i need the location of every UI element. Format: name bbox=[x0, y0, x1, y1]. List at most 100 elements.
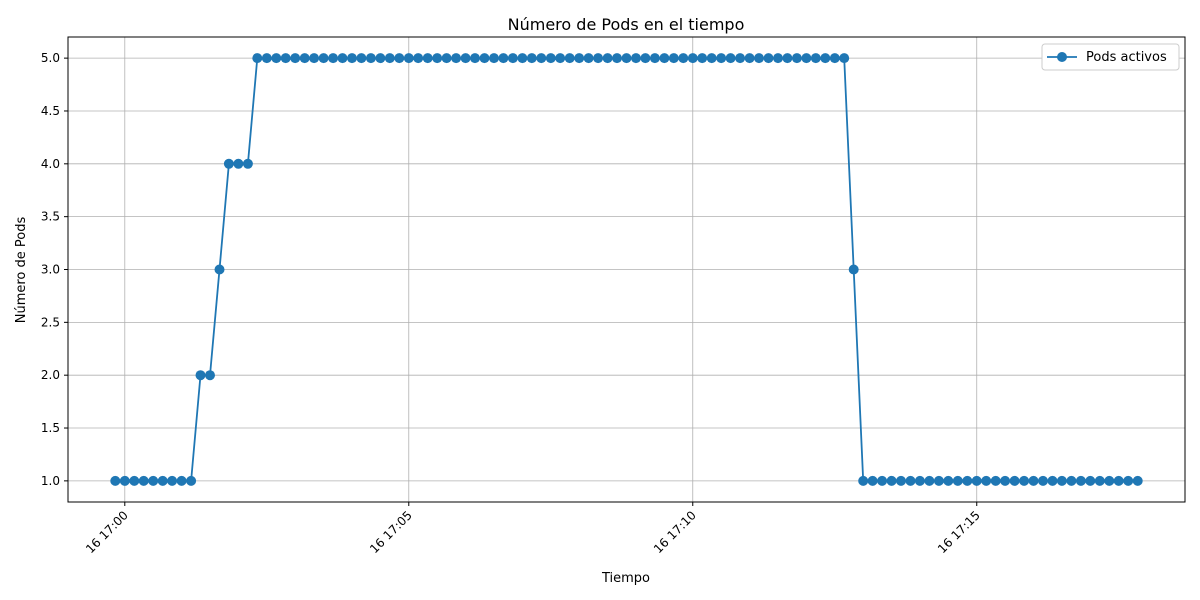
data-point bbox=[129, 475, 140, 486]
data-point bbox=[489, 53, 499, 64]
data-point bbox=[981, 475, 992, 486]
data-point bbox=[933, 475, 944, 486]
data-point bbox=[962, 475, 973, 486]
data-point bbox=[432, 53, 443, 64]
data-point bbox=[990, 475, 1001, 486]
data-point bbox=[668, 53, 679, 64]
data-point bbox=[422, 53, 433, 64]
data-point bbox=[839, 53, 850, 64]
y-axis: 1.0 1.5 2.0 2.5 3.0 3.5 4.0 4.5 5.0 bbox=[41, 51, 68, 488]
data-point bbox=[886, 475, 897, 486]
data-point bbox=[593, 53, 604, 64]
data-point bbox=[148, 475, 159, 486]
data-point bbox=[716, 53, 727, 64]
data-point bbox=[1085, 475, 1096, 486]
data-point bbox=[309, 53, 320, 64]
data-point bbox=[337, 53, 348, 64]
data-point bbox=[1094, 475, 1105, 486]
data-point bbox=[365, 53, 376, 64]
data-point bbox=[356, 53, 367, 64]
data-point bbox=[905, 475, 916, 486]
data-point bbox=[1075, 475, 1086, 486]
legend-label: Pods activos bbox=[1086, 50, 1167, 65]
data-point bbox=[858, 475, 869, 486]
data-point bbox=[214, 264, 225, 275]
data-point bbox=[782, 53, 793, 64]
data-point bbox=[574, 53, 585, 64]
data-point bbox=[659, 53, 670, 64]
data-point bbox=[271, 53, 282, 64]
data-point bbox=[328, 53, 339, 64]
data-point bbox=[801, 53, 812, 64]
chart-title: Número de Pods en el tiempo bbox=[508, 15, 745, 34]
data-point bbox=[706, 53, 717, 64]
data-point bbox=[498, 53, 509, 64]
data-point bbox=[763, 53, 774, 64]
data-point bbox=[375, 53, 386, 64]
data-point bbox=[138, 475, 149, 486]
y-tick-label: 3.0 bbox=[41, 263, 60, 277]
data-point bbox=[924, 475, 935, 486]
data-point bbox=[517, 53, 528, 64]
data-point bbox=[735, 53, 746, 64]
y-axis-label: Número de Pods bbox=[14, 217, 29, 324]
data-point bbox=[347, 53, 357, 64]
data-point bbox=[697, 53, 708, 64]
x-tick-label: 16 17:15 bbox=[935, 508, 983, 556]
data-point bbox=[384, 53, 395, 64]
data-point bbox=[119, 475, 130, 486]
data-point bbox=[612, 53, 622, 64]
data-point bbox=[233, 158, 244, 169]
data-point bbox=[820, 53, 831, 64]
data-point bbox=[1132, 475, 1143, 486]
data-point bbox=[848, 264, 859, 275]
data-point bbox=[649, 53, 660, 64]
data-point bbox=[413, 53, 424, 64]
data-point bbox=[943, 475, 954, 486]
data-point bbox=[403, 53, 414, 64]
data-point bbox=[1047, 475, 1058, 486]
data-point bbox=[564, 53, 575, 64]
data-point bbox=[299, 53, 310, 64]
data-point bbox=[176, 475, 187, 486]
y-tick-label: 1.5 bbox=[41, 421, 60, 435]
data-point bbox=[810, 53, 821, 64]
data-point bbox=[242, 158, 253, 169]
data-point bbox=[971, 475, 982, 486]
data-point bbox=[791, 53, 802, 64]
data-point bbox=[952, 475, 963, 486]
data-point bbox=[583, 53, 594, 64]
data-point bbox=[1104, 475, 1115, 486]
data-point bbox=[507, 53, 518, 64]
data-point bbox=[186, 475, 197, 486]
legend-box bbox=[1041, 43, 1180, 71]
data-point bbox=[1028, 475, 1039, 486]
y-tick-label: 4.5 bbox=[41, 104, 60, 118]
data-point bbox=[555, 53, 566, 64]
series-layer bbox=[110, 53, 1143, 486]
data-point bbox=[451, 53, 462, 64]
data-point bbox=[167, 475, 178, 486]
data-point bbox=[526, 53, 537, 64]
x-axis-label: Tiempo bbox=[601, 571, 650, 586]
y-tick-label: 5.0 bbox=[41, 51, 60, 65]
data-point bbox=[470, 53, 480, 64]
data-point bbox=[261, 53, 272, 64]
data-point bbox=[479, 53, 490, 64]
data-point bbox=[829, 53, 840, 64]
data-point bbox=[223, 158, 234, 169]
y-tick-label: 3.5 bbox=[41, 210, 60, 224]
data-point bbox=[754, 53, 764, 64]
y-tick-label: 1.0 bbox=[41, 474, 60, 488]
legend-marker-swatch bbox=[1057, 52, 1067, 62]
data-point bbox=[914, 475, 925, 486]
x-tick-label: 16 17:05 bbox=[367, 508, 415, 556]
data-point bbox=[1038, 475, 1048, 486]
x-tick-label: 16 17:10 bbox=[651, 508, 699, 556]
data-point bbox=[205, 370, 215, 381]
data-point bbox=[640, 53, 651, 64]
y-tick-label: 4.0 bbox=[41, 157, 60, 171]
data-point bbox=[545, 53, 556, 64]
data-point bbox=[867, 475, 878, 486]
